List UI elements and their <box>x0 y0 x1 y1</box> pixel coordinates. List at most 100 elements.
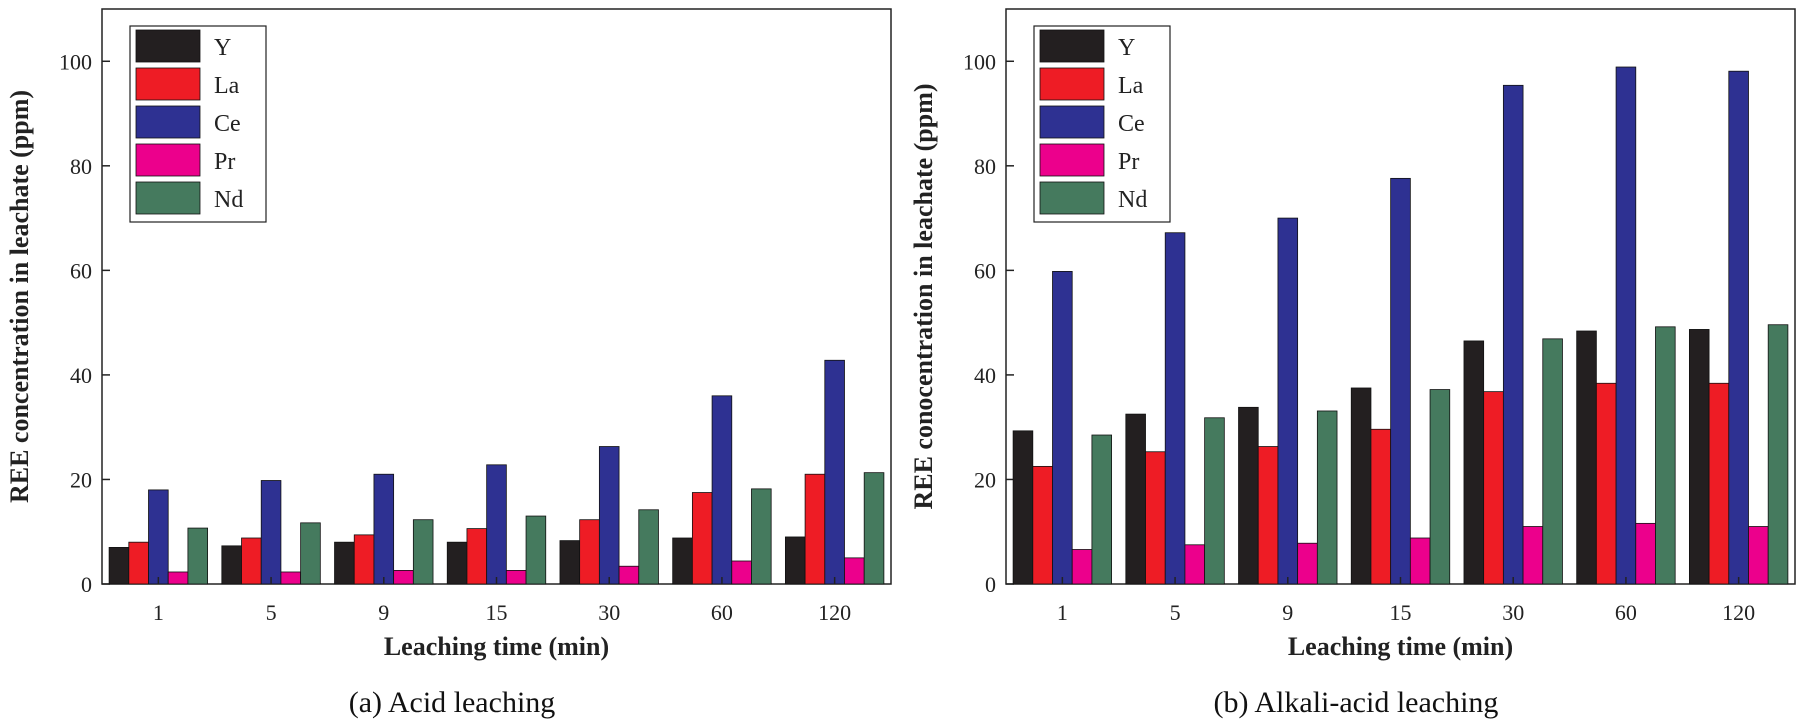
bar-Nd-120 <box>1767 324 1789 585</box>
bar-La-15 <box>1370 428 1392 585</box>
bar-La-1 <box>128 541 149 585</box>
bar-La-30 <box>1483 391 1504 585</box>
bar-Nd-9 <box>1316 410 1338 585</box>
legend-label-Pr: Pr <box>1118 149 1139 175</box>
bar-Y-120 <box>784 536 806 585</box>
legend-swatch-Pr <box>135 143 201 177</box>
legend-swatch-Nd <box>135 181 201 215</box>
bar-Ce-1 <box>1052 271 1073 585</box>
y-tick-label: 0 <box>81 572 92 597</box>
legend-label-Nd: Nd <box>214 187 243 213</box>
bar-La-9 <box>353 534 375 585</box>
bar-Ce-5 <box>260 480 282 585</box>
bar-Pr-30 <box>1522 526 1544 585</box>
bar-Y-120 <box>1688 329 1710 585</box>
x-tick-label: 60 <box>711 600 733 625</box>
legend-label-La: La <box>214 73 240 99</box>
bar-Ce-9 <box>373 473 395 585</box>
legend-swatch-Nd <box>1039 181 1105 215</box>
bar-Ce-15 <box>1390 177 1411 585</box>
bar-Nd-120 <box>863 472 885 585</box>
bar-Ce-60 <box>711 395 733 585</box>
bar-Ce-120 <box>1728 70 1749 585</box>
legend-swatch-Y <box>1039 29 1105 63</box>
bar-La-5 <box>241 537 262 585</box>
bar-Nd-60 <box>1655 326 1676 585</box>
caption-alkali-acid: (b) Alkali-acid leaching <box>1213 686 1499 719</box>
bar-Y-60 <box>672 537 693 585</box>
bar-Y-30 <box>559 540 581 585</box>
bar-Ce-60 <box>1615 66 1637 585</box>
x-tick-label: 9 <box>378 600 389 625</box>
bar-Pr-60 <box>731 560 752 585</box>
bar-La-30 <box>579 519 600 585</box>
bar-Pr-15 <box>1409 537 1431 585</box>
y-tick-label: 80 <box>70 154 92 179</box>
bar-Nd-5 <box>300 522 321 585</box>
y-tick-label: 20 <box>70 467 92 492</box>
bar-Nd-1 <box>1091 434 1113 585</box>
x-axis-title: Leaching time (min) <box>1288 632 1513 661</box>
x-tick-label: 1 <box>1057 600 1068 625</box>
bar-Y-30 <box>1463 340 1485 585</box>
y-tick-label: 60 <box>974 258 996 283</box>
bar-Pr-5 <box>280 571 302 585</box>
bar-Pr-1 <box>167 571 189 585</box>
legend-label-Ce: Ce <box>1118 111 1145 137</box>
legend-label-Y: Y <box>1118 35 1135 61</box>
x-axis-title: Leaching time (min) <box>384 632 609 661</box>
x-tick-label: 5 <box>1170 600 1181 625</box>
bar-Ce-9 <box>1277 217 1299 585</box>
bar-Ce-15 <box>486 464 507 585</box>
y-tick-label: 60 <box>70 258 92 283</box>
y-axis-title: REE concentration in leachate (ppm) <box>5 90 34 503</box>
y-tick-label: 40 <box>70 363 92 388</box>
bar-Ce-5 <box>1164 232 1186 585</box>
bar-Ce-30 <box>1502 84 1524 585</box>
y-tick-label: 0 <box>985 572 996 597</box>
panel-acid: 0 20 40 60 80 100 1 5 9 15 30 60 120 Leaching time (m… <box>0 0 904 721</box>
x-tick-label: 15 <box>486 600 508 625</box>
bar-Nd-30 <box>638 509 659 585</box>
bar-Y-9 <box>1238 406 1259 585</box>
y-tick-label: 20 <box>974 467 996 492</box>
bar-Nd-60 <box>751 488 772 585</box>
x-tick-label: 60 <box>1615 600 1637 625</box>
bar-Pr-15 <box>505 570 527 585</box>
bar-Ce-30 <box>598 446 620 585</box>
bar-La-5 <box>1145 451 1166 585</box>
x-tick-label: 120 <box>818 600 851 625</box>
bar-Pr-120 <box>844 557 865 585</box>
x-tick-label: 1 <box>153 600 164 625</box>
bar-Y-1 <box>1012 430 1034 585</box>
legend-swatch-Y <box>135 29 201 63</box>
y-tick-label: 80 <box>974 154 996 179</box>
bar-Nd-15 <box>1429 389 1451 585</box>
bar-Pr-60 <box>1635 522 1656 585</box>
legend-swatch-La <box>1039 67 1105 101</box>
x-tick-label: 9 <box>1282 600 1293 625</box>
y-axis-title: REE conocentration in leachate (ppm) <box>909 83 938 509</box>
x-tick-label: 5 <box>266 600 277 625</box>
bar-La-60 <box>691 492 713 585</box>
bar-Y-15 <box>446 541 468 585</box>
bar-Y-5 <box>1125 413 1146 585</box>
bar-Nd-5 <box>1204 417 1225 585</box>
bar-Pr-120 <box>1748 526 1769 585</box>
y-tick-label: 100 <box>59 49 92 74</box>
legend-swatch-La <box>135 67 201 101</box>
x-tick-label: 30 <box>598 600 620 625</box>
bar-Nd-9 <box>412 519 434 585</box>
bar-Pr-5 <box>1184 544 1206 585</box>
x-tick-label: 15 <box>1390 600 1412 625</box>
bar-Pr-30 <box>618 565 640 585</box>
bar-La-9 <box>1257 446 1279 585</box>
bar-La-120 <box>804 473 826 585</box>
y-tick-label: 40 <box>974 363 996 388</box>
bar-Nd-15 <box>525 515 547 585</box>
legend-label-Ce: Ce <box>214 111 241 137</box>
x-tick-label: 120 <box>1722 600 1755 625</box>
x-tick-label: 30 <box>1502 600 1524 625</box>
